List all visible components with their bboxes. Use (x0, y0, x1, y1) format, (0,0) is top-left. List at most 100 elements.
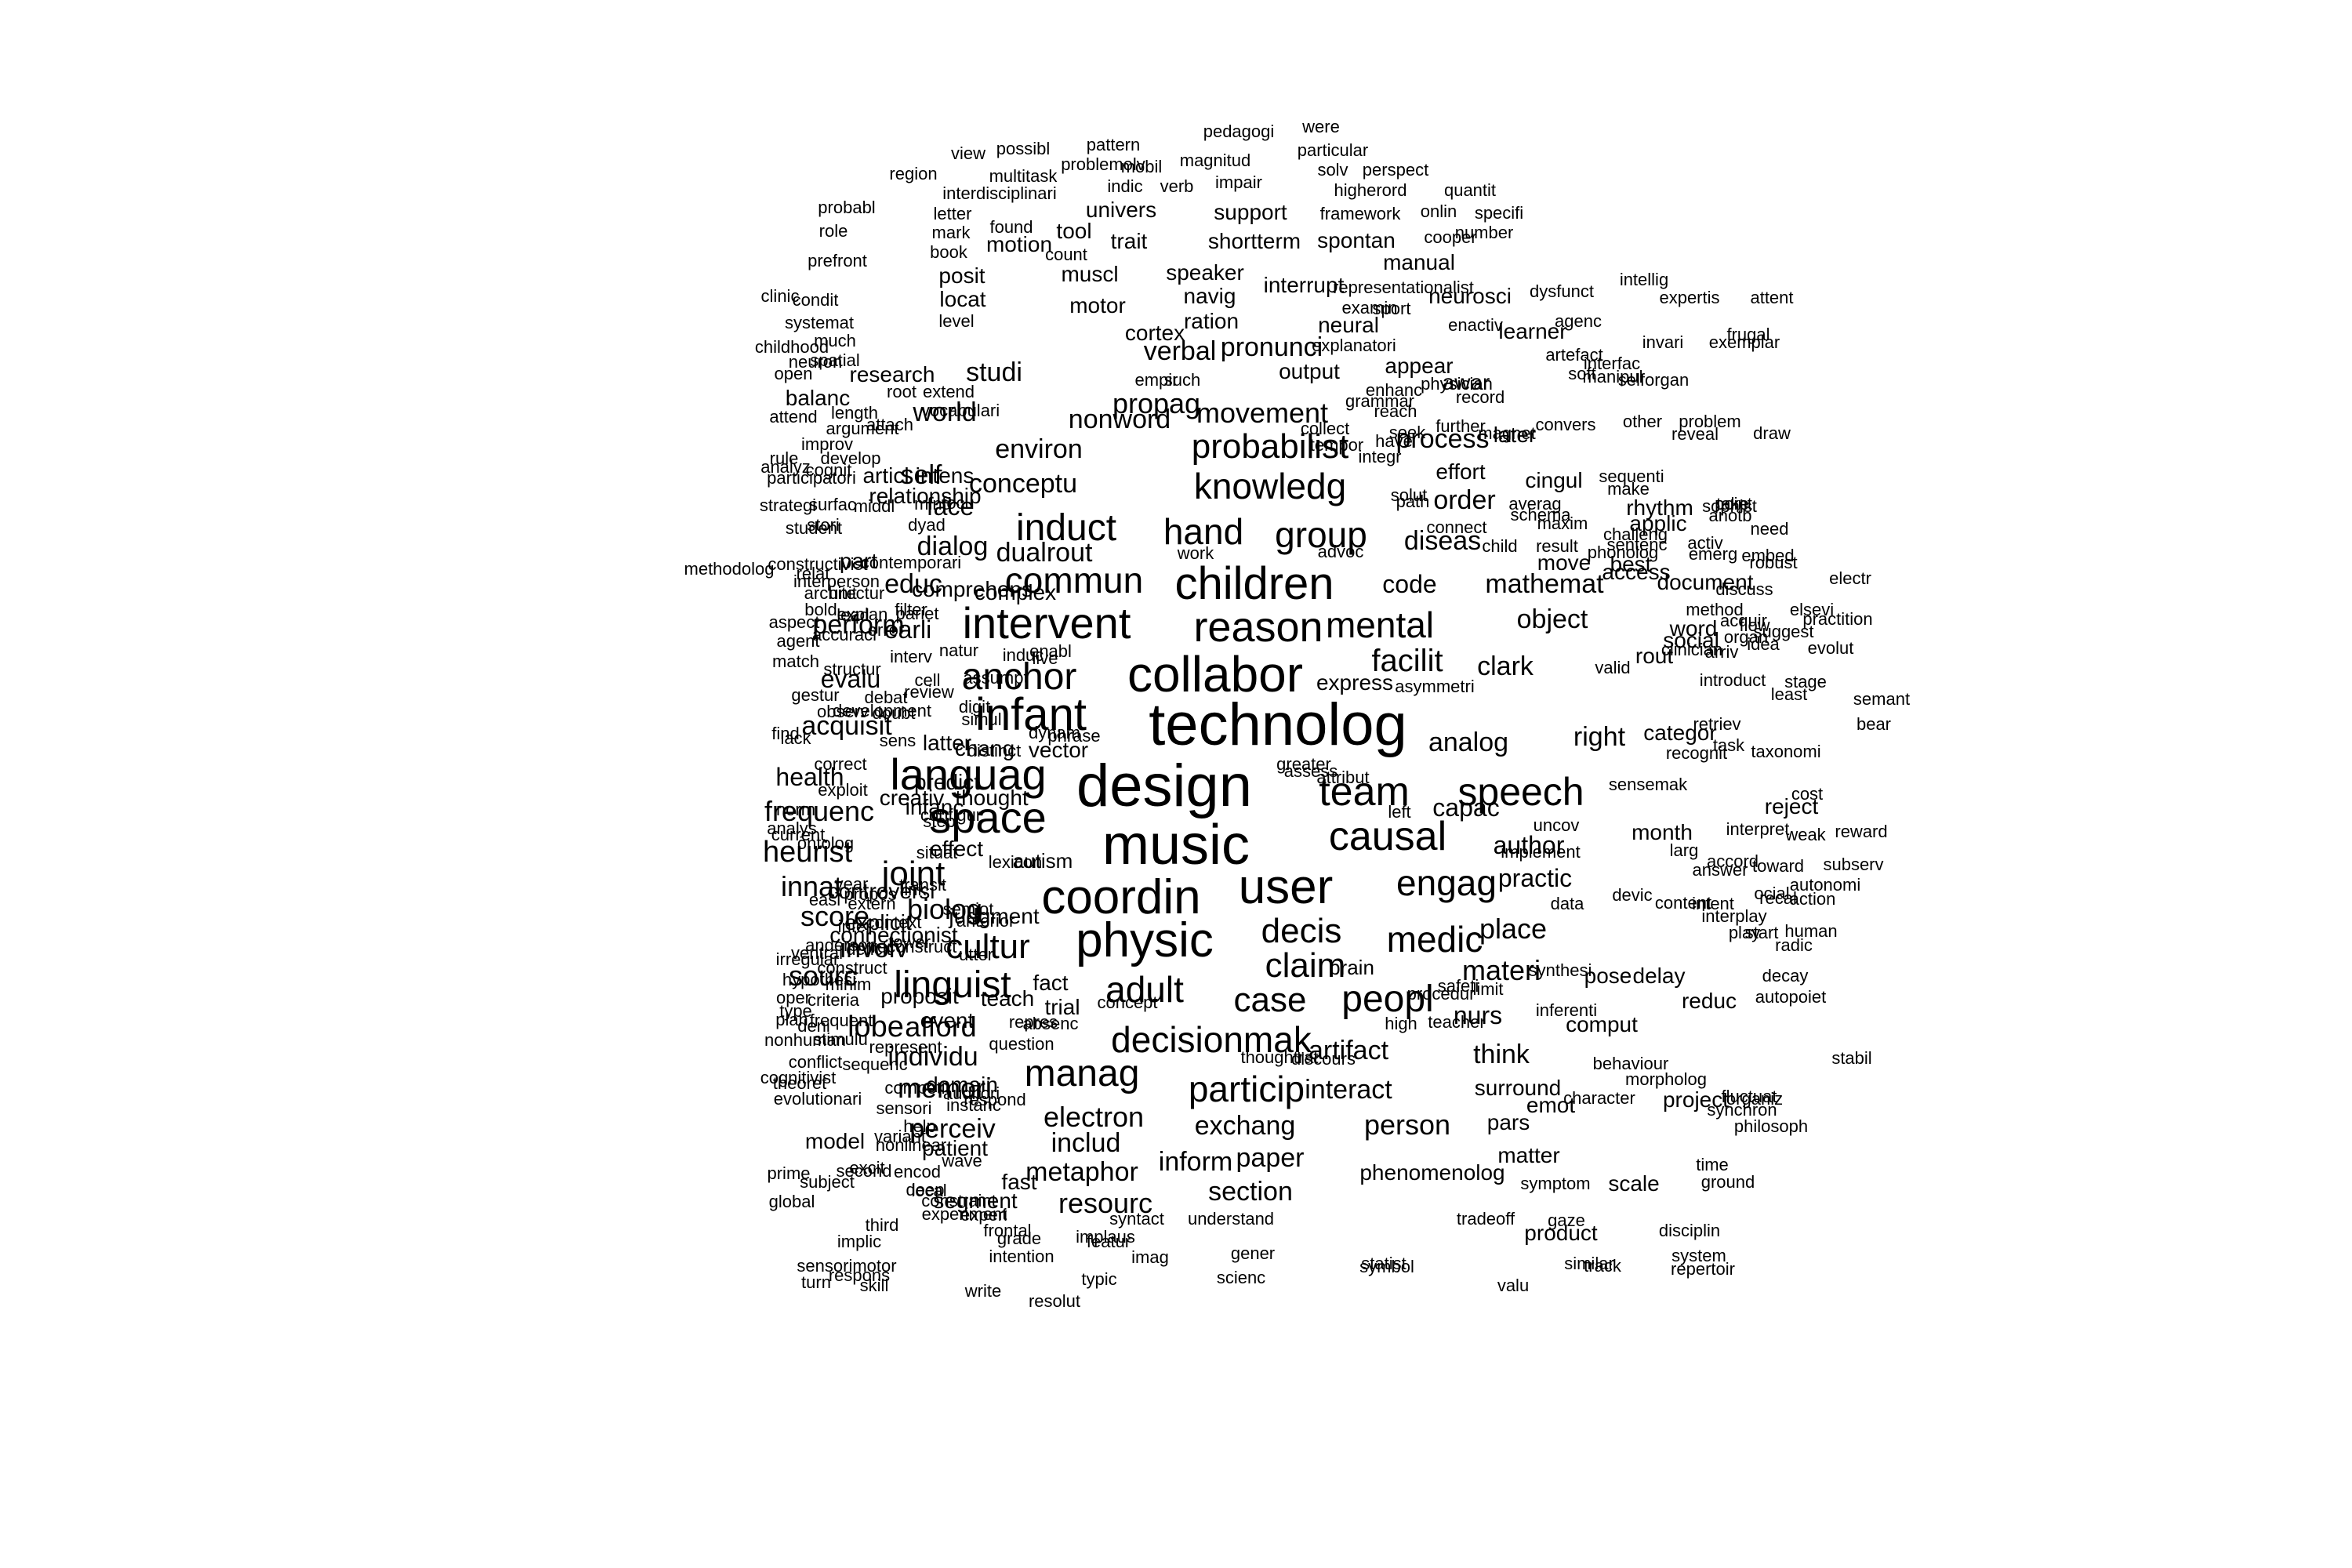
cloud-word: pronunci (1220, 332, 1323, 362)
cloud-word: attach (866, 415, 913, 434)
cloud-word: much (814, 331, 856, 350)
cloud-word: enactiv (1448, 315, 1503, 335)
cloud-word: place (1479, 913, 1548, 945)
cloud-word: speech (1457, 770, 1584, 814)
cloud-word: emerg (1688, 544, 1738, 564)
cloud-word: event (920, 1008, 975, 1033)
cloud-word: person (1363, 1109, 1451, 1141)
cloud-word: pattern (1086, 135, 1141, 154)
cloud-word: arriv (1704, 642, 1739, 662)
cloud-word: answer (1692, 860, 1748, 880)
cloud-word: make (1607, 479, 1650, 499)
cloud-word: exemplar (1708, 332, 1780, 352)
cloud-word: sophist (1702, 496, 1757, 516)
cloud-word: tradeoff (1456, 1209, 1515, 1229)
cloud-word: phrase (1047, 726, 1101, 746)
cloud-word: subject (800, 1172, 855, 1192)
cloud-word: relat (796, 564, 830, 583)
cloud-word: reject (1764, 794, 1819, 818)
cloud-word: group (1275, 514, 1367, 555)
cloud-word: discuss (1715, 579, 1773, 599)
cloud-word: dynam (1028, 723, 1081, 742)
cloud-word: linguist (894, 964, 1011, 1006)
cloud-word: awar (1442, 370, 1490, 394)
cloud-word: recognit (1665, 743, 1728, 763)
cloud-word: decay (1762, 966, 1809, 985)
cloud-word: natur (938, 641, 979, 660)
cloud-word: second (836, 1161, 892, 1181)
cloud-word: possibl (996, 139, 1051, 158)
cloud-word: valu (1497, 1276, 1530, 1295)
cloud-word: verbal (1143, 336, 1217, 366)
cloud-word: concept (1097, 993, 1158, 1012)
cloud-word: number (1454, 223, 1514, 242)
cloud-word: mathemat (1485, 569, 1604, 599)
cloud-word: ontolog (797, 833, 855, 853)
cloud-word: mental (1325, 604, 1435, 645)
cloud-word: deni (797, 1016, 830, 1036)
cloud-word: error (867, 620, 905, 640)
cloud-word: speaker (1166, 260, 1244, 285)
cloud-word: explan (837, 604, 888, 624)
cloud-word: dualrout (996, 538, 1093, 568)
cloud-word: aspect (768, 612, 820, 632)
cloud-word: intent (1692, 894, 1734, 913)
cloud-word: work (1177, 543, 1214, 563)
cloud-word: interperson (793, 572, 880, 591)
cloud-word: cell (914, 670, 941, 690)
cloud-word: interrupt (1263, 273, 1345, 297)
cloud-word: encod (894, 1162, 941, 1181)
cloud-word: hand (1163, 511, 1244, 552)
cloud-word: self (900, 460, 942, 490)
cloud-word: observ (816, 702, 869, 721)
cloud-word: decis (1261, 912, 1342, 950)
cloud-word: acquisit (801, 711, 892, 741)
cloud-word: featur (1086, 1232, 1131, 1251)
cloud-word: symptom (1520, 1174, 1591, 1193)
cloud-word: space (929, 793, 1047, 842)
cloud-word: reach (1374, 401, 1417, 421)
cloud-word: controversi (827, 879, 935, 903)
cloud-word: creativ (879, 786, 945, 810)
cloud-word: step (923, 811, 956, 831)
cloud-word: agent (776, 631, 820, 651)
cloud-word: peopl (1341, 978, 1434, 1020)
cloud-word: delay (1632, 964, 1686, 988)
cloud-word: engag (1396, 862, 1497, 903)
cloud-word: lexicon (988, 852, 1043, 872)
cloud-word: childhood (754, 337, 829, 357)
cloud-word: robust (1749, 553, 1798, 572)
cloud-word: weak (1785, 825, 1826, 844)
cloud-word: rout (1635, 644, 1674, 668)
cloud-word: spontan (1317, 228, 1396, 252)
cloud-word: greater (1276, 754, 1331, 774)
cloud-word: point (1715, 494, 1752, 514)
cloud-word: interfac (1583, 354, 1641, 373)
cloud-word: attend (769, 407, 818, 426)
cloud-word: reason (1193, 604, 1323, 651)
cloud-word: fast (1001, 1170, 1037, 1194)
cloud-word: sequenc (842, 1054, 908, 1074)
cloud-word: stabil (1831, 1048, 1872, 1068)
cloud-word: manipul (1582, 367, 1643, 387)
cloud-word: deep (906, 1180, 945, 1200)
cloud-word: understand (1187, 1209, 1275, 1229)
cloud-word: high (1385, 1014, 1417, 1033)
cloud-word: explicit (844, 910, 912, 935)
cloud-word: idea (1747, 634, 1780, 654)
cloud-word: lack (780, 728, 811, 748)
cloud-word: model (804, 1129, 866, 1153)
cloud-word: object (1516, 604, 1588, 634)
cloud-word: count (1045, 245, 1087, 264)
cloud-word: sourc (788, 960, 858, 992)
cloud-word: instanc (946, 1095, 1001, 1115)
cloud-word: explanatori (1312, 336, 1396, 355)
cloud-word: frugal (1726, 325, 1770, 344)
cloud-word: method (1686, 600, 1744, 619)
cloud-word: pedagogi (1203, 122, 1275, 141)
cloud-word: organiz (1726, 1089, 1784, 1109)
cloud-word: live (1032, 648, 1058, 668)
cloud-word: empir (1134, 370, 1178, 390)
cloud-word: lobe (848, 1011, 904, 1044)
cloud-word: minim (825, 975, 872, 994)
